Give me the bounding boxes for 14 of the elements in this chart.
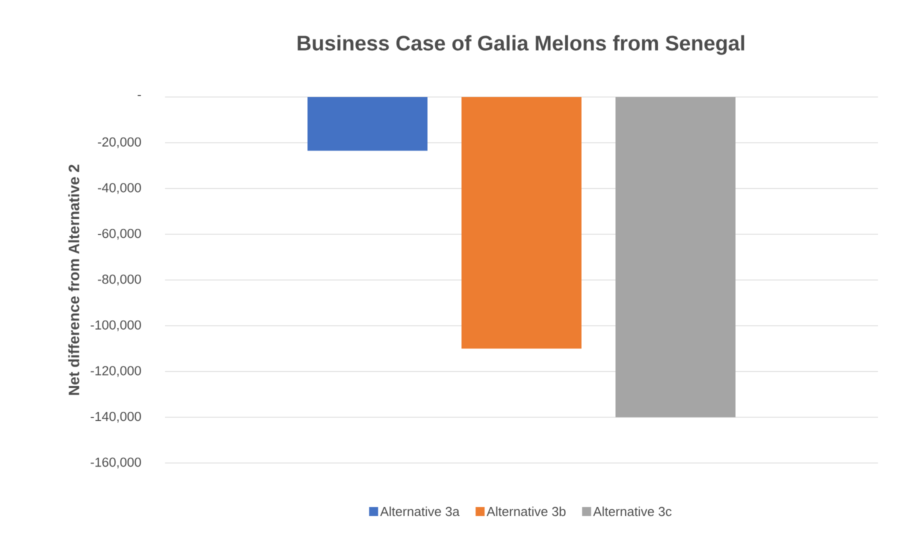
chart-title: Business Case of Galia Melons from Senegal <box>298 35 744 55</box>
legend-label: Alternative 3a <box>380 506 460 516</box>
y-tick-label: -120,000 <box>90 366 141 377</box>
y-axis-title: Net difference from Alternative 2 <box>68 164 80 395</box>
y-tick-label: -140,000 <box>90 412 141 423</box>
y-tick-label: - <box>138 95 141 96</box>
legend-label: Alternative 3c <box>593 506 672 516</box>
y-tick-label: -160,000 <box>90 458 141 468</box>
y-tick-label: -100,000 <box>90 320 141 332</box>
y-tick-label: -60,000 <box>98 228 141 240</box>
legend-label: Alternative 3b <box>486 506 566 516</box>
y-tick-label: -20,000 <box>98 137 141 148</box>
y-tick-label: -80,000 <box>98 274 141 286</box>
y-tick-label: -40,000 <box>98 183 141 194</box>
